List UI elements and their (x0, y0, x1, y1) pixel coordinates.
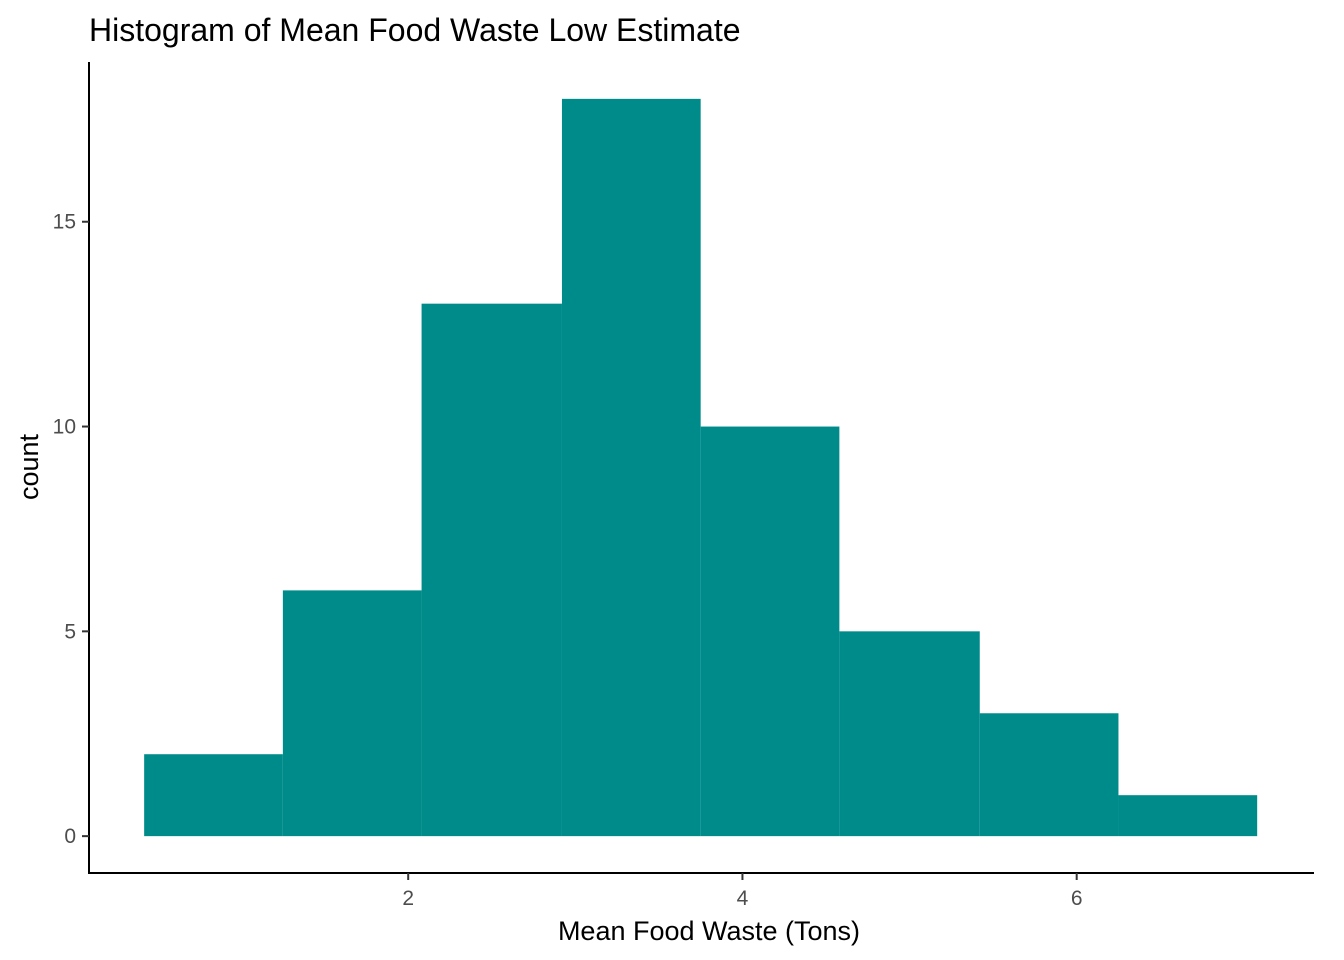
y-tick-label: 15 (53, 211, 76, 234)
x-tick-label: 4 (737, 887, 749, 910)
y-tick-label: 5 (64, 620, 76, 643)
x-axis-ticks: 2 4 6 (402, 873, 1083, 910)
y-axis-title: count (14, 433, 44, 500)
x-tick-label: 6 (1071, 887, 1083, 910)
histogram-bar (839, 631, 980, 837)
histogram-bar (979, 713, 1119, 837)
histogram-bar (421, 303, 562, 837)
histogram-bar (282, 590, 422, 837)
y-tick-label: 0 (64, 825, 76, 848)
y-tick-label: 10 (53, 416, 76, 439)
histogram-bar (700, 426, 840, 837)
chart-title: Histogram of Mean Food Waste Low Estimat… (89, 12, 741, 48)
histogram-bar (144, 754, 283, 837)
histogram-bars (144, 98, 1258, 837)
histogram-bar (1118, 795, 1258, 837)
y-axis-ticks: 0 5 10 15 (53, 211, 89, 848)
x-tick-label: 2 (402, 887, 414, 910)
histogram-bar (561, 98, 701, 837)
x-axis-title: Mean Food Waste (Tons) (558, 916, 860, 946)
